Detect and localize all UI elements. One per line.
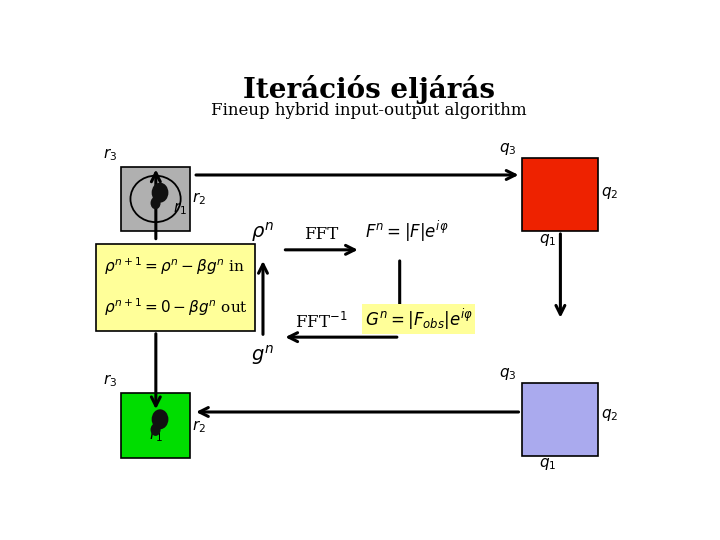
Text: $\rho^{n+1} = \rho^n - \beta g^n$ in: $\rho^{n+1} = \rho^n - \beta g^n$ in [104, 255, 245, 278]
Text: $q_2$: $q_2$ [601, 407, 618, 423]
Text: $r_1$: $r_1$ [149, 427, 163, 444]
Text: FFT: FFT [305, 226, 338, 243]
Text: $\rho^n$: $\rho^n$ [251, 220, 274, 245]
Bar [523, 158, 598, 231]
Ellipse shape [152, 409, 168, 429]
Text: $r_1$: $r_1$ [173, 201, 186, 218]
Text: $r_2$: $r_2$ [192, 191, 206, 207]
Text: $q_1$: $q_1$ [539, 456, 557, 472]
Ellipse shape [150, 423, 161, 436]
Text: $q_3$: $q_3$ [499, 141, 517, 157]
Ellipse shape [152, 183, 168, 202]
Text: $F^n = | F | e^{i\varphi}$: $F^n = | F | e^{i\varphi}$ [364, 219, 448, 245]
Bar [121, 167, 190, 231]
Ellipse shape [150, 197, 161, 210]
Text: $q_3$: $q_3$ [499, 366, 517, 382]
Bar [523, 383, 598, 456]
Text: $r_3$: $r_3$ [103, 373, 117, 389]
Text: $r_2$: $r_2$ [192, 418, 206, 435]
Text: $g^n$: $g^n$ [251, 342, 274, 367]
Bar [96, 244, 255, 331]
Text: FFT$^{-1}$: FFT$^{-1}$ [295, 312, 348, 332]
Text: Iterációs eljárás: Iterációs eljárás [243, 75, 495, 104]
Text: $q_2$: $q_2$ [601, 185, 618, 201]
Bar [121, 393, 190, 458]
Text: $r_3$: $r_3$ [103, 146, 117, 163]
Text: Fineup hybrid input-output algorithm: Fineup hybrid input-output algorithm [211, 102, 527, 119]
Text: $q_1$: $q_1$ [539, 232, 557, 248]
Text: $G^n = | F_{obs} | e^{i\varphi}$: $G^n = | F_{obs} | e^{i\varphi}$ [364, 307, 472, 332]
Text: $\rho^{n+1} = 0 - \beta g^n$ out: $\rho^{n+1} = 0 - \beta g^n$ out [104, 296, 248, 318]
